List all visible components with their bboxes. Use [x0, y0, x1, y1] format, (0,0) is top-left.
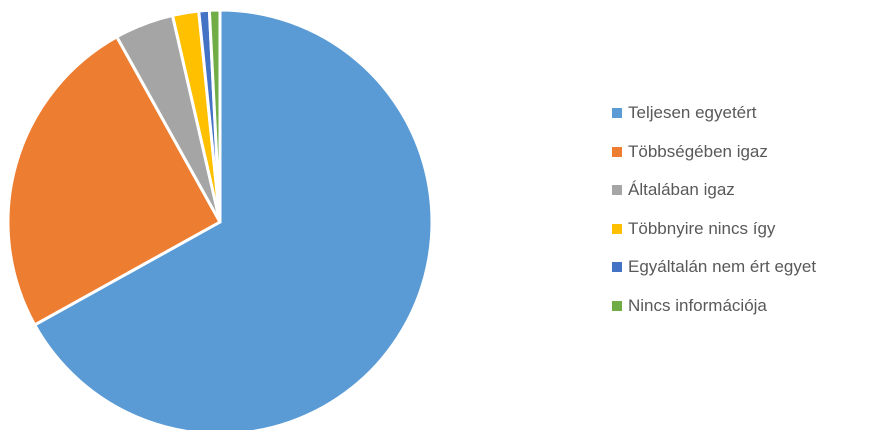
- legend-item-3: Általában igaz: [612, 171, 874, 210]
- legend-swatch: [612, 108, 622, 119]
- legend-item-1: Teljesen egyetért: [612, 94, 874, 133]
- legend-item-4: Többnyire nincs így: [612, 210, 874, 249]
- legend-label: Többnyire nincs így: [628, 218, 776, 238]
- legend-item-5: Egyáltalán nem ért egyet: [612, 248, 874, 287]
- legend-item-6: Nincs információja: [612, 287, 874, 326]
- legend-swatch: [612, 223, 622, 234]
- legend-swatch: [612, 146, 622, 157]
- legend-label: Többségében igaz: [628, 141, 768, 161]
- legend-swatch: [612, 185, 622, 196]
- legend-label: Általában igaz: [628, 180, 735, 200]
- legend-swatch: [612, 262, 622, 273]
- pie-slice-2: [6, 35, 222, 327]
- pie-plot-area: [6, 8, 434, 430]
- legend-label: Nincs információja: [628, 295, 767, 315]
- legend-label: Egyáltalán nem ért egyet: [628, 257, 817, 277]
- legend-swatch: [612, 300, 622, 311]
- legend-label: Teljesen egyetért: [628, 103, 757, 123]
- legend-item-2: Többségében igaz: [612, 133, 874, 172]
- chart-legend: Teljesen egyetért Többségében igaz Általáb…: [612, 94, 874, 325]
- pie-slice-6: [207, 8, 222, 224]
- pie-slice-1: [33, 8, 434, 430]
